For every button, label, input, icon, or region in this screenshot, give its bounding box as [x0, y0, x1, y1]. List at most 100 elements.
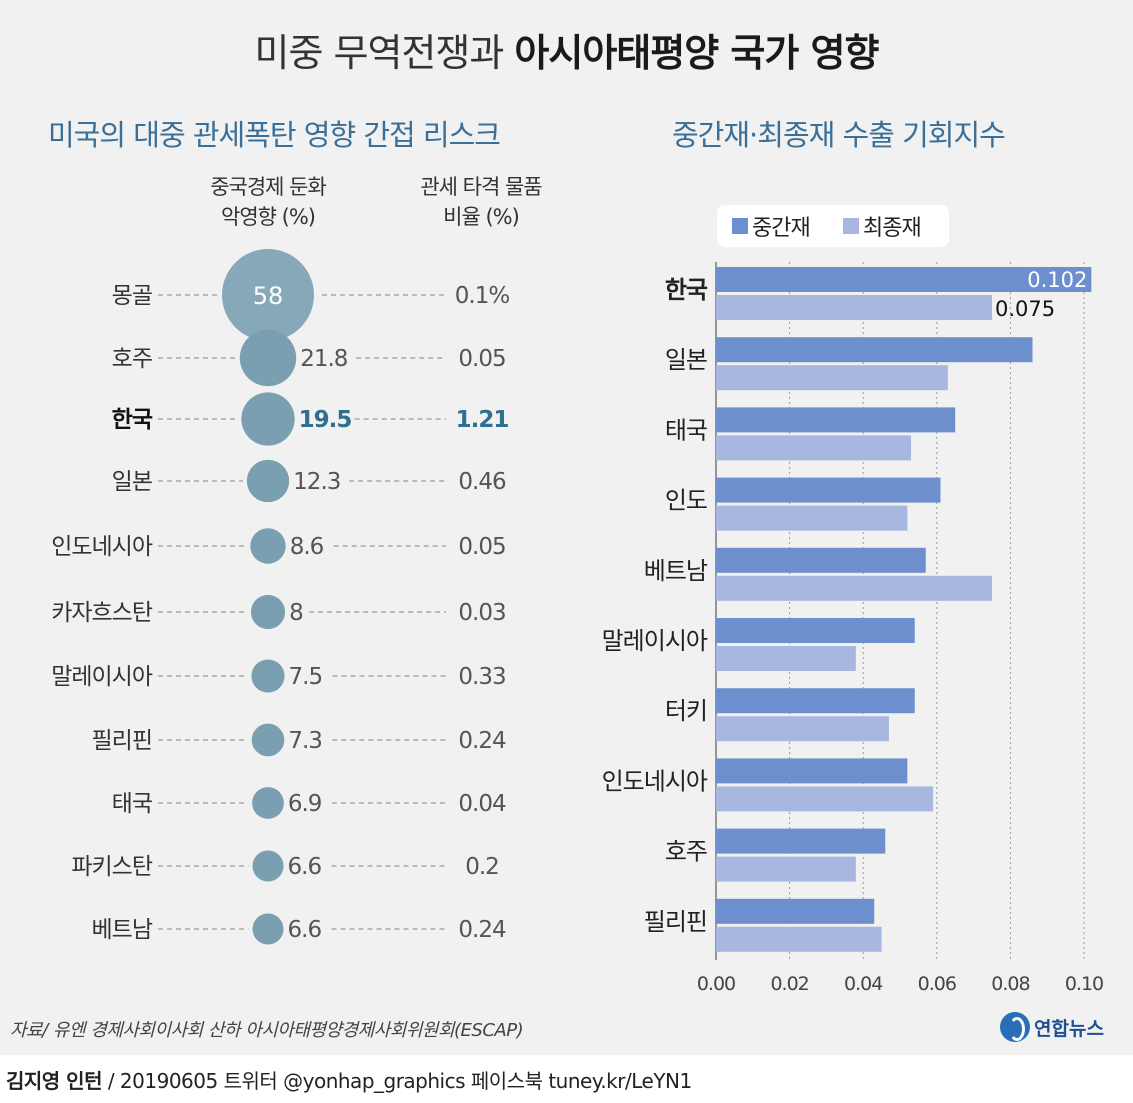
bubble-chart: 몽골 58 0.1% 호주 21.8 0.05 한국 19.5 1.21 일본 12.3 0.46 인도…	[51, 249, 510, 945]
x-tick-label: 0.02	[770, 973, 808, 995]
bar	[716, 267, 1092, 292]
tariff-value-label: 0.05	[458, 346, 505, 372]
bar-chart: 0.00 0.02 0.04 0.06 0.08 0.10 중간재 최종재한국일본태국인도베트…	[602, 205, 1104, 995]
bar	[716, 575, 992, 601]
bubble	[241, 392, 295, 446]
legend-box	[717, 205, 949, 247]
title-bold: 아시아태평양 국가 영향	[514, 31, 879, 75]
bar	[716, 786, 934, 812]
bar-value-label: 0.075	[995, 297, 1055, 321]
tariff-value-label: 0.05	[458, 534, 505, 560]
x-tick-label: 0.08	[991, 973, 1029, 995]
legend-swatch	[732, 218, 748, 234]
category-label: 인도	[665, 487, 707, 515]
bubble	[252, 913, 284, 945]
country-label: 파키스탄	[71, 854, 152, 880]
tariff-value-label: 0.2	[465, 854, 499, 880]
bar	[716, 435, 912, 461]
bubble-value-label: 6.9	[288, 791, 322, 817]
right-subtitle: 중간재·최종재 수출 기회지수	[672, 118, 1006, 152]
country-label: 한국	[112, 407, 153, 433]
bar	[716, 856, 856, 882]
bubble-value-label: 58	[253, 282, 284, 310]
bubble-value-label: 8	[289, 600, 303, 626]
tariff-value-label: 0.03	[458, 600, 505, 626]
country-label: 말레이시아	[51, 664, 153, 690]
category-label: 인도네시아	[602, 767, 708, 795]
x-tick-label: 0.06	[918, 973, 956, 995]
source-note: 자료/ 유엔 경제사회이사회 산하 아시아태평양경제사회위원회(ESCAP)	[10, 1020, 524, 1041]
tariff-value-label: 0.46	[458, 469, 506, 495]
title-light: 미중 무역전쟁과	[254, 31, 515, 75]
category-label: 일본	[665, 346, 707, 374]
country-label: 몽골	[112, 283, 152, 309]
tariff-value-label: 1.21	[456, 407, 509, 433]
tariff-value-label: 0.24	[458, 728, 506, 754]
bar	[716, 898, 875, 924]
bar	[716, 828, 886, 854]
bubble-value-label: 12.3	[293, 469, 340, 495]
bubble	[250, 528, 286, 564]
bubble	[251, 723, 285, 757]
x-tick-label: 0.04	[844, 973, 883, 995]
col-head-tariff-line1: 관세 타격 물품	[420, 175, 542, 199]
x-tick-label: 0.10	[1065, 973, 1103, 995]
bar	[716, 716, 889, 742]
country-label: 카자흐스탄	[51, 600, 153, 626]
bubble-value-label: 6.6	[288, 917, 322, 943]
yonhap-logo-icon	[1000, 1012, 1030, 1042]
bubble	[251, 659, 285, 693]
bar	[716, 295, 992, 320]
category-label: 터키	[665, 697, 707, 725]
bar	[716, 337, 1033, 363]
bubble-value-label: 7.3	[288, 728, 322, 754]
bar	[716, 618, 915, 643]
country-label: 베트남	[92, 917, 153, 943]
bar	[716, 926, 882, 952]
footer-bar: 김지영 인턴 / 20190605 트위터 @yonhap_graphics 페…	[0, 1055, 1133, 1103]
col-head-slowdown: 중국경제 둔화 악영향 (%)	[178, 172, 358, 232]
tariff-value-label: 0.1%	[455, 283, 510, 309]
bar	[716, 547, 926, 573]
country-label: 필리핀	[92, 728, 152, 754]
tariff-value-label: 0.04	[458, 791, 506, 817]
bar	[716, 646, 856, 671]
bubble	[252, 787, 284, 819]
bubble-value-label: 7.5	[289, 664, 323, 690]
category-label: 말레이시아	[602, 627, 708, 655]
col-head-tariff-line2: 비율 (%)	[443, 205, 520, 229]
page-title: 미중 무역전쟁과 아시아태평양 국가 영향	[0, 22, 1133, 77]
bubble	[252, 850, 284, 882]
bar-value-label: 0.102	[1027, 268, 1087, 292]
bar	[716, 688, 915, 714]
country-label: 태국	[112, 791, 152, 817]
bar	[716, 477, 941, 503]
bubble-value-label: 6.6	[288, 854, 322, 880]
bubble-value-label: 19.5	[299, 407, 352, 433]
footer-social: / 20190605 트위터 @yonhap_graphics 페이스북 tun…	[101, 1069, 692, 1093]
footer-credit: 김지영 인턴 / 20190605 트위터 @yonhap_graphics 페…	[6, 1065, 692, 1094]
bubble	[222, 249, 314, 341]
bubble	[246, 459, 290, 503]
country-label: 일본	[112, 469, 152, 495]
tariff-value-label: 0.33	[458, 664, 505, 690]
yonhap-logo: 연합뉴스	[1000, 1012, 1104, 1042]
country-label: 호주	[112, 346, 152, 372]
x-tick-label: 0.00	[697, 973, 735, 995]
category-label: 베트남	[644, 557, 708, 585]
col-head-slowdown-line2: 악영향 (%)	[221, 205, 316, 229]
footer-author: 김지영 인턴	[6, 1069, 102, 1093]
category-label: 태국	[665, 416, 707, 444]
country-label: 인도네시아	[51, 534, 153, 560]
bar	[716, 505, 908, 531]
category-label: 호주	[665, 838, 707, 866]
category-label: 필리핀	[644, 908, 707, 936]
bar	[716, 758, 908, 784]
bar	[716, 365, 948, 391]
legend-label: 최종재	[863, 216, 921, 241]
tariff-value-label: 0.24	[458, 917, 506, 943]
bar	[716, 407, 956, 433]
bubble	[239, 329, 297, 387]
bubble	[250, 594, 286, 630]
bubble-value-label: 21.8	[300, 346, 348, 372]
